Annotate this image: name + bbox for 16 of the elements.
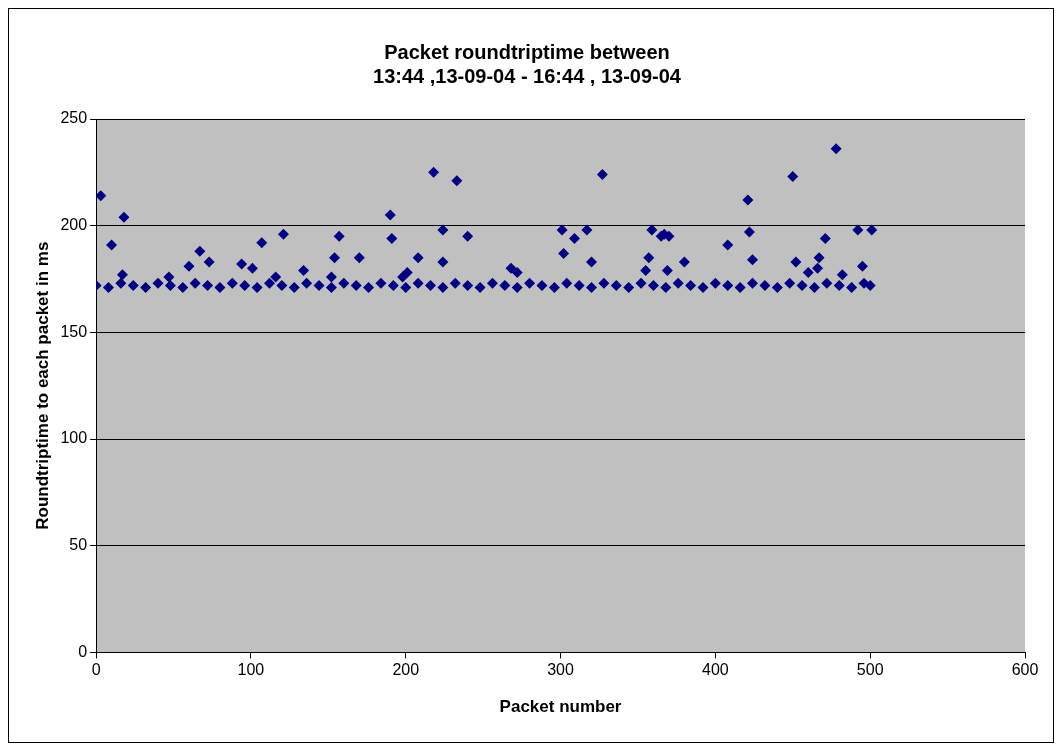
y-tick-label: 250: [60, 109, 88, 127]
y-tick-label: 100: [60, 429, 88, 447]
x-tick-label: 300: [547, 661, 574, 679]
x-tick-label: 500: [856, 661, 884, 679]
y-tick-label: 50: [69, 536, 88, 554]
y-tick-label: 0: [78, 642, 88, 660]
x-axis-title: Packet number: [499, 697, 622, 717]
x-tick-label: 600: [1011, 661, 1039, 679]
chart-title: Packet roundtriptime between 13:44 ,13-09-04 - 16:44 , 13-09-04: [373, 40, 682, 87]
x-tick-label: 0: [91, 661, 101, 679]
y-axis-title: Roundtriptime to each packet in ms: [32, 241, 52, 530]
y-tick-label: 150: [60, 322, 88, 340]
y-tick-label: 200: [60, 216, 88, 234]
x-tick-label: 400: [702, 661, 729, 679]
x-tick-label: 200: [392, 661, 420, 679]
x-tick-label: 100: [237, 661, 265, 679]
